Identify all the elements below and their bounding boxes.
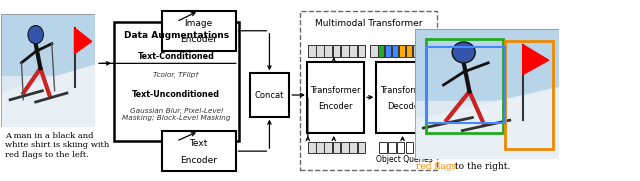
Bar: [333, 45, 340, 57]
Text: Decoder: Decoder: [387, 102, 423, 111]
Text: Data Augmentations: Data Augmentations: [124, 31, 229, 40]
Text: Image: Image: [184, 19, 213, 28]
Text: red flags: red flags: [416, 162, 456, 171]
Bar: [341, 142, 349, 153]
Bar: [415, 101, 559, 159]
Bar: [308, 45, 316, 57]
Bar: [426, 39, 502, 133]
Text: in a: in a: [436, 129, 459, 138]
Bar: [388, 142, 396, 153]
Bar: [162, 131, 236, 171]
Bar: [300, 11, 437, 170]
Text: shirt is skiing with: shirt is skiing with: [436, 146, 524, 155]
Circle shape: [29, 27, 42, 43]
Bar: [413, 45, 419, 57]
Bar: [324, 45, 332, 57]
Bar: [378, 45, 384, 57]
Bar: [370, 45, 378, 57]
Text: Gaussian Blur, Pixel-Level
Masking; Block-Level Masking: Gaussian Blur, Pixel-Level Masking; Bloc…: [122, 108, 230, 121]
Bar: [333, 45, 340, 57]
Bar: [399, 45, 405, 57]
Bar: [320, 45, 328, 57]
Text: Encoder: Encoder: [318, 102, 353, 111]
Text: Text: Text: [189, 139, 208, 148]
Circle shape: [454, 43, 474, 62]
Bar: [162, 11, 236, 51]
Bar: [358, 142, 365, 153]
Bar: [426, 47, 506, 123]
Bar: [397, 142, 404, 153]
Bar: [333, 142, 340, 153]
Bar: [349, 45, 357, 57]
Bar: [358, 45, 365, 57]
Bar: [424, 142, 431, 153]
Bar: [307, 62, 364, 133]
Bar: [324, 142, 332, 153]
Bar: [406, 45, 412, 57]
Text: Text-Conditioned: Text-Conditioned: [138, 52, 215, 61]
Bar: [308, 142, 316, 153]
Text: Transformer: Transformer: [310, 86, 360, 94]
Polygon shape: [74, 28, 92, 54]
Bar: [316, 45, 324, 57]
Text: A man: A man: [416, 129, 445, 138]
Bar: [415, 142, 422, 153]
Text: Text-Unconditioned: Text-Unconditioned: [132, 90, 220, 99]
Text: Encoder: Encoder: [180, 35, 217, 44]
Polygon shape: [523, 45, 548, 75]
Bar: [346, 45, 353, 57]
Bar: [406, 142, 413, 153]
Polygon shape: [415, 88, 559, 159]
Bar: [385, 45, 391, 57]
Bar: [250, 73, 289, 117]
Text: Object Queries: Object Queries: [376, 155, 433, 164]
Text: Transformer: Transformer: [380, 86, 430, 94]
Bar: [114, 22, 239, 141]
Bar: [379, 142, 387, 153]
Text: white: white: [416, 146, 442, 155]
Bar: [420, 45, 426, 57]
Bar: [358, 45, 365, 57]
Text: black and: black and: [460, 129, 504, 138]
Bar: [392, 45, 398, 57]
Circle shape: [28, 26, 44, 44]
Bar: [349, 142, 357, 153]
Bar: [376, 62, 434, 133]
Text: Concat: Concat: [255, 90, 284, 100]
Text: Tcolor, TFlip†: Tcolor, TFlip†: [154, 72, 199, 78]
Bar: [506, 41, 553, 149]
Polygon shape: [1, 65, 95, 127]
Bar: [427, 45, 433, 57]
Bar: [383, 45, 390, 57]
Text: A man in a black and
white shirt is skiing with
red flags to the left.: A man in a black and white shirt is skii…: [5, 132, 109, 159]
Bar: [1, 76, 95, 127]
Text: Multimodal Transformer: Multimodal Transformer: [315, 19, 422, 28]
Text: to the right.: to the right.: [452, 162, 510, 171]
Bar: [341, 45, 349, 57]
Circle shape: [452, 42, 476, 63]
Text: Encoder: Encoder: [180, 156, 217, 165]
Bar: [308, 45, 316, 57]
Bar: [316, 142, 324, 153]
